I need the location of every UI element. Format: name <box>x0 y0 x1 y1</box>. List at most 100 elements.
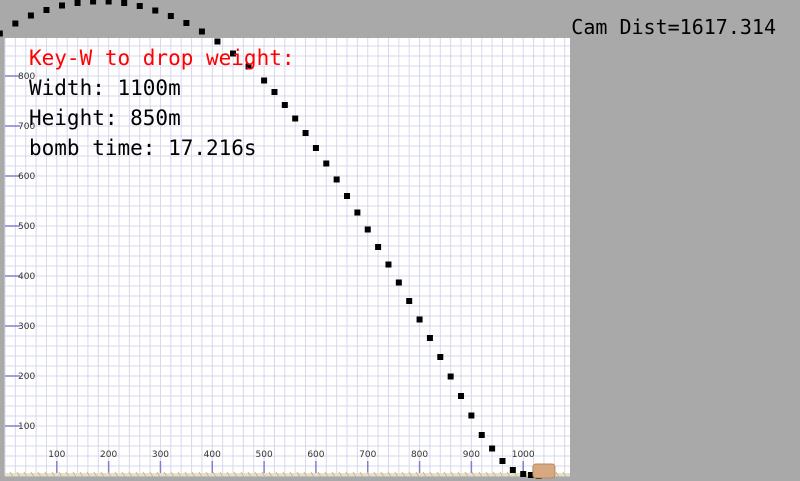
x-axis-tick-label: 700 <box>359 450 376 460</box>
x-axis-tick-label: 800 <box>411 450 428 460</box>
trajectory-point <box>489 445 496 452</box>
width-readout: Width: 1100m <box>29 76 181 100</box>
trajectory-point <box>527 472 534 478</box>
x-axis-tick-label: 100 <box>48 450 65 460</box>
trajectory-point <box>312 145 319 151</box>
grid-lines <box>4 38 570 477</box>
ground-hatch <box>121 471 126 478</box>
trajectory-point <box>27 12 34 19</box>
ground-hatch <box>198 471 203 478</box>
ground-hatch <box>310 471 315 478</box>
y-axis-tick-label: 200 <box>18 372 35 382</box>
ground-hatch <box>233 471 238 478</box>
y-axis-tick-label: 100 <box>18 422 35 432</box>
ground-hatch <box>149 471 154 478</box>
ground-hatch <box>86 471 91 478</box>
ground-hatch <box>408 471 413 478</box>
x-axis-tick-label: 1000 <box>512 450 535 460</box>
trajectory-point <box>183 20 190 26</box>
trajectory-point <box>364 226 371 233</box>
trajectory-point <box>281 102 288 108</box>
y-axis-tick-label: 800 <box>18 72 35 82</box>
trajectory-point <box>12 20 19 27</box>
x-axis-tick-label: 400 <box>204 450 221 460</box>
ground-hatch <box>9 471 14 478</box>
ground-hatch <box>317 471 322 478</box>
trajectory-point <box>437 354 444 360</box>
ground-hatch <box>352 471 357 478</box>
x-axis-tick-label: 300 <box>152 450 169 460</box>
ground-hatch <box>478 471 483 478</box>
ground-hatch <box>226 471 231 478</box>
ground-hatch <box>387 471 392 478</box>
trajectory-point <box>478 432 485 438</box>
ground-hatch <box>380 471 385 478</box>
ground-hatch <box>247 471 252 478</box>
ground-hatch <box>205 471 210 478</box>
ground-hatch <box>100 471 105 478</box>
y-axis: 100 200 300 400 500 600 700 800 <box>5 72 35 432</box>
trajectory-point <box>302 130 309 136</box>
trajectory-point <box>395 279 402 286</box>
trajectory-point <box>468 412 475 419</box>
ground-hatch <box>492 471 497 478</box>
bomb-trajectory <box>0 0 542 479</box>
ground-hatch <box>345 471 350 478</box>
trajectory-point <box>333 176 340 183</box>
trajectory-point <box>426 335 433 341</box>
ground-hatch <box>282 471 287 478</box>
ground-hatch <box>219 471 224 478</box>
ground-hatch <box>191 471 196 478</box>
x-axis-tick-label: 600 <box>307 450 324 460</box>
trajectory-point <box>385 261 392 268</box>
ground-hatch <box>135 471 140 478</box>
trajectory-point <box>354 209 361 216</box>
ground-hatch <box>114 471 119 478</box>
trajectory-point <box>375 244 382 250</box>
trajectory-point <box>59 2 66 9</box>
ground-hatch <box>240 471 245 478</box>
ground-hatch <box>44 471 49 478</box>
ground-hatch <box>58 471 63 478</box>
trajectory-point <box>214 38 221 45</box>
ground-hatch <box>303 471 308 478</box>
trajectory-point <box>167 13 174 19</box>
ground-hatch <box>72 471 77 478</box>
trajectory-point <box>105 0 112 5</box>
trajectory-point <box>230 50 237 57</box>
ground-hatch <box>373 471 378 478</box>
ground-hatch <box>443 471 448 478</box>
trajectory-point <box>447 373 454 380</box>
ground-hatch <box>261 471 266 478</box>
ground-hatch <box>177 471 182 478</box>
ground-hatch <box>359 471 364 478</box>
y-axis-tick-label: 400 <box>18 272 35 282</box>
y-axis-tick-label: 700 <box>18 122 35 132</box>
ground-hatch <box>79 471 84 478</box>
trajectory-point <box>509 467 516 473</box>
ground-hatch <box>37 471 42 478</box>
ground-hatch <box>331 471 336 478</box>
ground-hatch <box>422 471 427 478</box>
ground-hatch <box>170 471 175 478</box>
ground-hatch <box>268 471 273 478</box>
ground-hatch <box>555 471 560 478</box>
trajectory-point <box>458 393 465 399</box>
trajectory-point <box>520 471 527 477</box>
ground-hatch <box>184 471 189 478</box>
ground-hatch <box>254 471 259 478</box>
trajectory-point <box>0 30 3 37</box>
ground-hatch <box>485 471 490 478</box>
ground-hatch <box>506 471 511 478</box>
ground-hatch <box>275 471 280 478</box>
trajectory-point <box>121 0 128 6</box>
ground-hatch <box>107 471 112 478</box>
ground-hatch <box>401 471 406 478</box>
height-readout: Height: 850m <box>29 106 181 130</box>
drop-weight-hint: Key-W to drop weight: <box>29 46 295 70</box>
trajectory-point <box>43 7 50 13</box>
ground-hatch <box>296 471 301 478</box>
trajectory-point <box>261 77 268 84</box>
ground-hatch <box>65 471 70 478</box>
plot-panel <box>5 38 570 476</box>
